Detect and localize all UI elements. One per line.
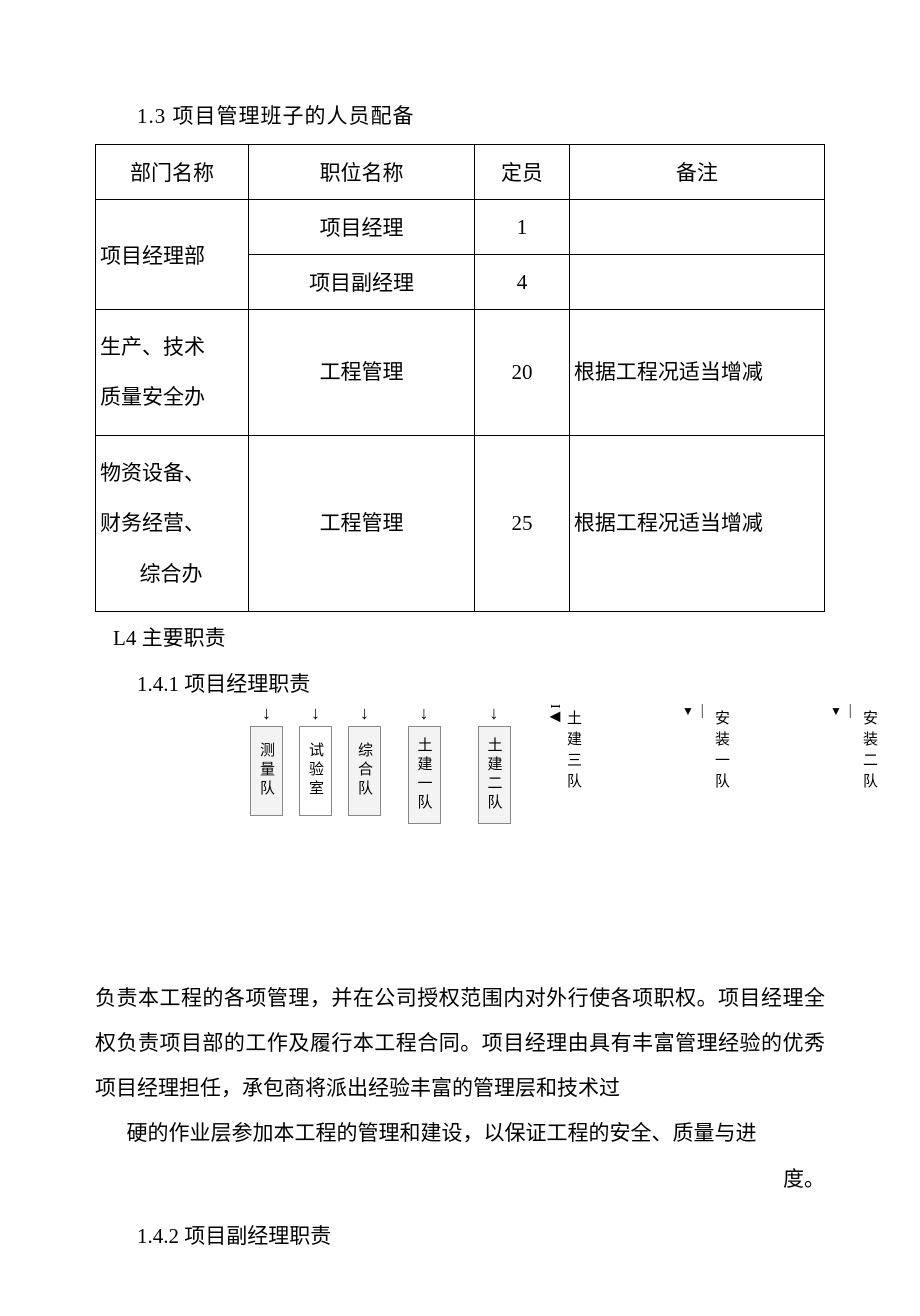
cell-note: [569, 255, 824, 310]
marker-icon: — ▼: [829, 704, 857, 718]
paragraph: 度。: [95, 1157, 825, 1202]
heading-1-4: L4 主要职责: [113, 622, 825, 652]
org-node: ↓ 综合队: [348, 704, 381, 816]
org-label: 土建三队: [563, 704, 584, 794]
heading-1-4-2: 1.4.2 项目副经理职责: [137, 1220, 825, 1250]
org-node: — ▼ 安装二队: [829, 704, 920, 794]
marker-icon: — ▼: [681, 704, 709, 718]
org-node: ↓ 测量队: [250, 704, 283, 816]
staffing-table: 部门名称 职位名称 定员 备注 项目经理部 项目经理 1 项目副经理 4 生产、…: [95, 144, 825, 612]
org-chart: ↓ 测量队 ↓ 试验室 ↓ 综合队 ↓ 土建一队 ↓ 土建二队 I◀ 土建三队: [250, 704, 825, 836]
org-node: ↓ 土建二队: [467, 704, 521, 824]
arrow-down-icon: ↓: [311, 704, 320, 722]
cell-dept: 生产、技术 质量安全办: [96, 310, 249, 436]
table-row: 生产、技术 质量安全办 工程管理 20 根据工程况适当增减: [96, 310, 825, 436]
cell-count: 1: [475, 200, 570, 255]
org-box-label: 土建一队: [408, 726, 441, 824]
org-node: ↓ 土建一队: [397, 704, 451, 824]
table-row: 项目经理部 项目经理 1: [96, 200, 825, 255]
triangle-down-icon: ▼: [829, 704, 843, 718]
arrow-down-icon: ↓: [360, 704, 369, 722]
org-box-label: 土建二队: [478, 726, 511, 824]
cell-dept: 项目经理部: [96, 200, 249, 310]
arrow-down-icon: ↓: [490, 704, 499, 722]
org-box-label: 试验室: [299, 726, 332, 816]
cell-note: [569, 200, 824, 255]
dash-icon: —: [695, 704, 710, 718]
paragraph: 负责本工程的各项管理，并在公司授权范围内对外行使各项职权。项目经理全权负责项目部…: [95, 976, 825, 1111]
dept-line: 财务经营、: [100, 511, 205, 535]
th-dept: 部门名称: [96, 145, 249, 200]
cell-note: 根据工程况适当增减: [569, 310, 824, 436]
dept-line: 综合办: [100, 549, 242, 599]
arrow-down-icon: ↓: [262, 704, 271, 722]
dept-line: 生产、技术: [100, 335, 205, 359]
heading-1-4-1: 1.4.1 项目经理职责: [137, 668, 825, 698]
cell-count: 4: [475, 255, 570, 310]
org-box-label: 测量队: [250, 726, 283, 816]
arrow-down-icon: ↓: [420, 704, 429, 722]
cell-pos: 项目经理: [249, 200, 475, 255]
heading-1-3: 1.3 项目管理班子的人员配备: [137, 100, 825, 130]
cell-pos: 项目副经理: [249, 255, 475, 310]
cell-pos: 工程管理: [249, 310, 475, 436]
th-note: 备注: [569, 145, 824, 200]
dept-line: 物资设备、: [100, 461, 205, 485]
table-row: 物资设备、 财务经营、 综合办 工程管理 25 根据工程况适当增减: [96, 435, 825, 611]
org-node: — ▼ 安装一队: [681, 704, 795, 794]
triangle-down-icon: ▼: [681, 704, 695, 718]
cell-note: 根据工程况适当增减: [569, 435, 824, 611]
org-label: 安装一队: [711, 704, 732, 794]
table-header-row: 部门名称 职位名称 定员 备注: [96, 145, 825, 200]
org-label: 安装二队: [859, 704, 880, 794]
org-node: ↓ 试验室: [299, 704, 332, 816]
marker-icon: I◀: [547, 704, 561, 725]
org-node: I◀ 土建三队: [547, 704, 647, 794]
cell-count: 20: [475, 310, 570, 436]
dash-icon: —: [843, 704, 858, 718]
paragraph: 硬的作业层参加本工程的管理和建设，以保证工程的安全、质量与进: [95, 1111, 825, 1156]
dept-line: 质量安全办: [100, 385, 205, 409]
org-box-label: 综合队: [348, 726, 381, 816]
cell-pos: 工程管理: [249, 435, 475, 611]
th-count: 定员: [475, 145, 570, 200]
cell-count: 25: [475, 435, 570, 611]
cell-dept: 物资设备、 财务经营、 综合办: [96, 435, 249, 611]
th-pos: 职位名称: [249, 145, 475, 200]
